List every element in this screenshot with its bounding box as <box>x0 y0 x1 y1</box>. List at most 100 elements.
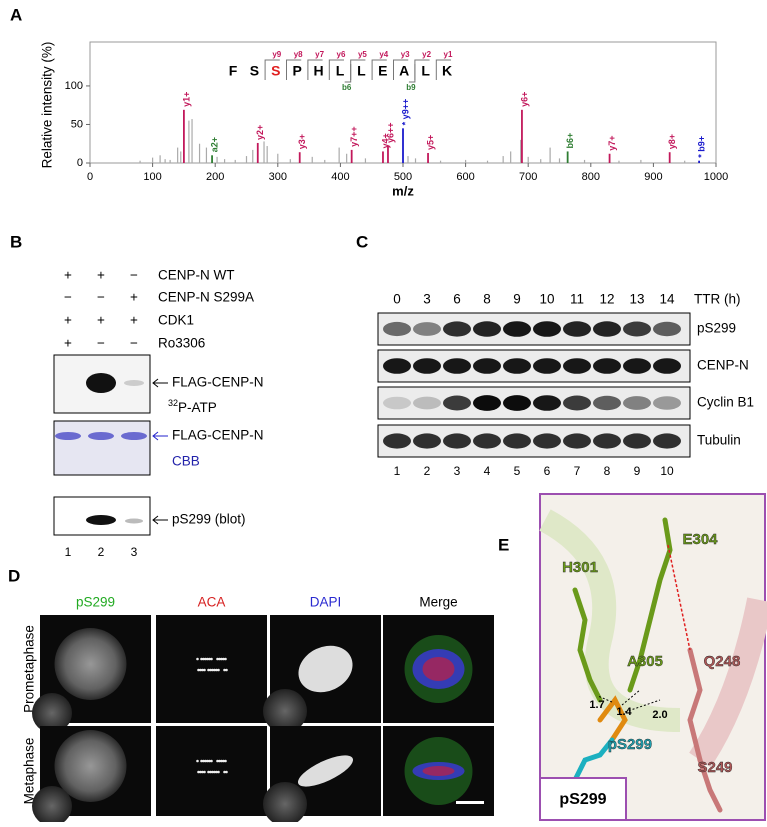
lane-number: 9 <box>634 464 641 478</box>
band <box>443 395 471 411</box>
spot <box>207 668 210 672</box>
band <box>653 433 681 449</box>
spot <box>204 657 207 661</box>
spot <box>204 759 207 763</box>
sign: + <box>64 313 72 328</box>
y-bracket <box>371 59 387 80</box>
lane-number: 5 <box>514 464 521 478</box>
y-ion: y2 <box>422 50 431 59</box>
panel-label: A <box>10 5 22 24</box>
spot <box>218 657 221 661</box>
centromeres <box>422 657 455 681</box>
x-tick-label: 100 <box>143 171 161 183</box>
band <box>593 358 621 374</box>
y-bracket <box>286 59 302 80</box>
x-tick-label: 300 <box>269 171 287 183</box>
spot <box>225 770 228 774</box>
residue: H <box>314 63 324 79</box>
band <box>88 432 114 440</box>
y-ion: y7 <box>315 50 324 59</box>
band <box>473 321 501 337</box>
sign: + <box>97 268 105 283</box>
row-label: CENP-N S299A <box>158 290 254 305</box>
spot <box>209 770 212 774</box>
lane-number: 8 <box>604 464 611 478</box>
peak-label: y2+ <box>255 125 265 140</box>
lane-number: 1 <box>65 545 72 559</box>
y-axis-label: Relative intensity (%) <box>40 42 55 169</box>
band <box>533 433 561 449</box>
row-label: Ro3306 <box>158 336 205 351</box>
band <box>533 358 561 374</box>
ribbon <box>689 597 767 768</box>
band <box>413 396 441 410</box>
band <box>563 358 591 374</box>
spot <box>211 770 214 774</box>
x-tick-label: 500 <box>394 171 412 183</box>
centromeres <box>422 766 455 776</box>
peak-label: y6+ <box>519 92 529 107</box>
panel-label: E <box>498 535 509 554</box>
stick <box>572 737 615 783</box>
spot <box>224 657 227 661</box>
spot <box>203 668 206 672</box>
y-ion: y3 <box>401 50 410 59</box>
lane-number: 2 <box>424 464 431 478</box>
lane-number: 2 <box>98 545 105 559</box>
sign: − <box>130 336 138 351</box>
residue-label: H301 <box>562 559 598 576</box>
residue: F <box>229 63 238 79</box>
band <box>55 432 81 440</box>
column-label: Merge <box>419 595 457 610</box>
spot <box>225 668 228 672</box>
sign: + <box>64 336 72 351</box>
band <box>443 358 471 374</box>
sign: − <box>97 290 105 305</box>
reagent: P-ATP <box>178 400 217 415</box>
sign: − <box>130 268 138 283</box>
spot <box>202 657 205 661</box>
spot <box>223 668 226 672</box>
residue: L <box>421 63 430 79</box>
band <box>413 433 441 449</box>
residue: E <box>378 63 387 79</box>
blot-label: FLAG-CENP-N <box>172 428 264 443</box>
spot <box>202 759 205 763</box>
column-label: DAPI <box>310 595 342 610</box>
time-label: 3 <box>423 292 431 307</box>
sign: − <box>97 336 105 351</box>
peak-label: a2+ <box>209 137 219 152</box>
chromatin <box>298 645 353 693</box>
residue: P <box>293 63 302 79</box>
x-tick-label: 0 <box>87 171 93 183</box>
time-unit: TTR (h) <box>694 292 741 307</box>
blot-label: Cyclin B1 <box>697 395 754 410</box>
band <box>383 396 411 410</box>
scale-bar <box>456 801 484 804</box>
spot <box>208 657 211 661</box>
b-bracket <box>408 64 416 83</box>
cell <box>32 693 72 733</box>
band <box>86 515 116 525</box>
time-label: 10 <box>539 292 554 307</box>
spot <box>206 759 209 763</box>
time-label: 12 <box>599 292 614 307</box>
stick <box>687 647 703 763</box>
band <box>473 395 501 411</box>
blot-label: pS299 (blot) <box>172 512 246 527</box>
band <box>533 321 561 337</box>
blot <box>53 496 151 536</box>
lane-number: 3 <box>454 464 461 478</box>
time-label: 9 <box>513 292 521 307</box>
spot <box>206 657 209 661</box>
x-tick-label: 600 <box>456 171 474 183</box>
row-label: Metaphase <box>22 738 37 805</box>
y-ion: y5 <box>358 50 367 59</box>
y-bracket <box>393 59 409 80</box>
residue-label: S249 <box>697 759 732 776</box>
residue: A <box>399 63 409 79</box>
band <box>653 396 681 410</box>
residue: S <box>250 63 259 79</box>
y-bracket <box>328 59 344 80</box>
cell <box>263 689 307 733</box>
